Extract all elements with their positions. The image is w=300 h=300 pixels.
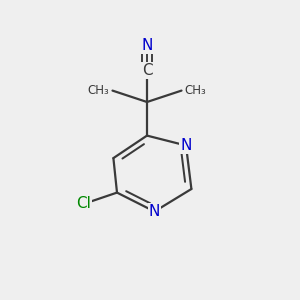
Text: C: C <box>142 63 152 78</box>
Text: N: N <box>141 38 153 53</box>
Text: CH₃: CH₃ <box>184 84 206 97</box>
Text: N: N <box>180 138 192 153</box>
Text: N: N <box>149 204 160 219</box>
Text: Cl: Cl <box>76 196 91 211</box>
Text: CH₃: CH₃ <box>88 84 110 97</box>
